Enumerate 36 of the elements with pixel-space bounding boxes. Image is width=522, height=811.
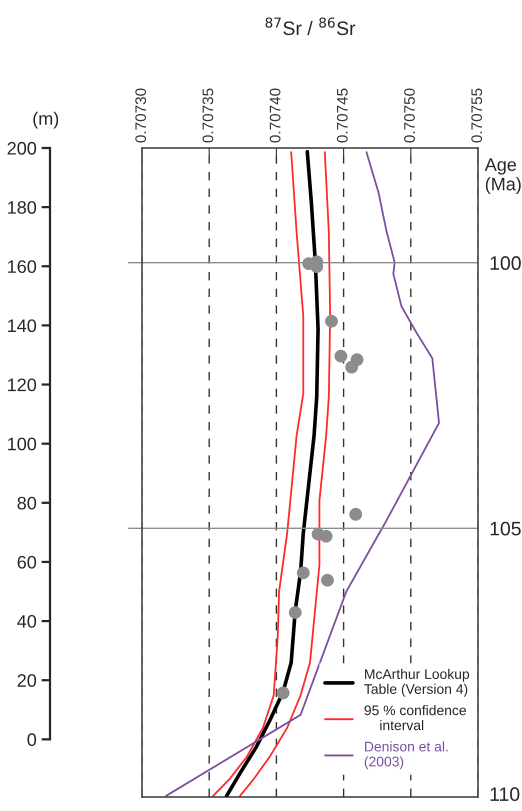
y-tick-label: 120 <box>8 378 36 392</box>
x-tick-label: 0.70745 <box>336 88 348 143</box>
point <box>321 574 334 587</box>
y-tick-label: 100 <box>8 438 36 450</box>
x-tick-label: 0.70740 <box>270 88 280 143</box>
legend-label: McArthur Lookup Table (Version 4) <box>364 668 470 697</box>
y2-tick-label: 110 <box>490 787 520 802</box>
line-series <box>212 151 304 797</box>
y-tick-label: 0 <box>27 733 36 746</box>
point <box>276 686 290 700</box>
point <box>345 360 358 374</box>
y-tick-label: 40 <box>17 615 36 628</box>
legend-label: 95 % confidence interval <box>364 705 466 730</box>
y-tick-label: 180 <box>8 201 36 214</box>
y2-tick-label: 100 <box>490 256 521 270</box>
y2-axis-title: Age (Ma) <box>484 158 521 194</box>
legend-label: Denison et al. (2003) <box>364 741 448 770</box>
x-axis-title: $^{87}$Sr / $^{86}$Sr <box>266 17 356 36</box>
x-tick-label: 0.70735 <box>202 88 214 143</box>
y-axis-title: (m) <box>33 112 58 129</box>
y-tick-label: 140 <box>8 319 36 332</box>
point <box>349 508 362 521</box>
point <box>296 566 310 580</box>
x-tick-label: 0.70750 <box>404 88 415 143</box>
y2-tick-label: 105 <box>490 522 521 536</box>
x-tick-label: 0.70730 <box>135 88 146 143</box>
y-tick-label: 160 <box>8 260 36 273</box>
y-tick-label: 200 <box>8 142 36 155</box>
y-tick-label: 80 <box>18 496 36 510</box>
point <box>334 350 348 363</box>
y-tick-label: 60 <box>18 556 36 569</box>
x-tick-label: 0.70755 <box>471 88 482 143</box>
y-tick-label: 20 <box>18 674 36 687</box>
point <box>288 606 302 619</box>
point <box>320 530 333 543</box>
point <box>325 314 338 328</box>
